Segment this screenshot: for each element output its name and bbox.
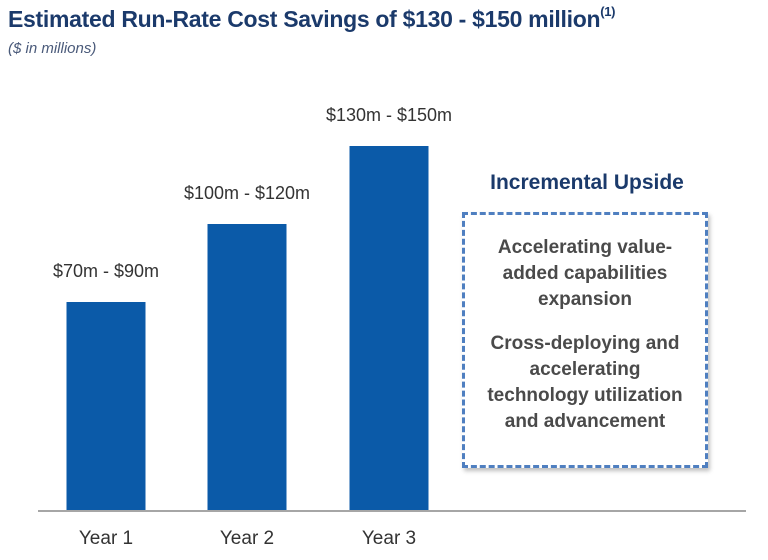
chart-title: Estimated Run-Rate Cost Savings of $130 … [8,4,616,32]
upside-box: Accelerating value-added capabilities ex… [462,212,708,468]
bar [349,146,429,510]
upside-title: Incremental Upside [490,171,684,194]
x-tick-label: Year 1 [79,528,133,549]
x-tick-label: Year 2 [220,528,274,549]
chart-subtitle: ($ in millions) [8,40,97,57]
x-tick-label: Year 3 [362,528,416,549]
data-label: $100m - $120m [184,183,310,203]
title-footnote: (1) [600,4,616,19]
data-label: $70m - $90m [53,261,159,281]
upside-item: Cross-deploying and accelerating technol… [487,333,683,432]
bar [66,302,146,510]
bar [207,224,287,510]
upside-item: Accelerating value-added capabilities ex… [497,237,673,310]
data-label: $130m - $150m [326,105,452,125]
